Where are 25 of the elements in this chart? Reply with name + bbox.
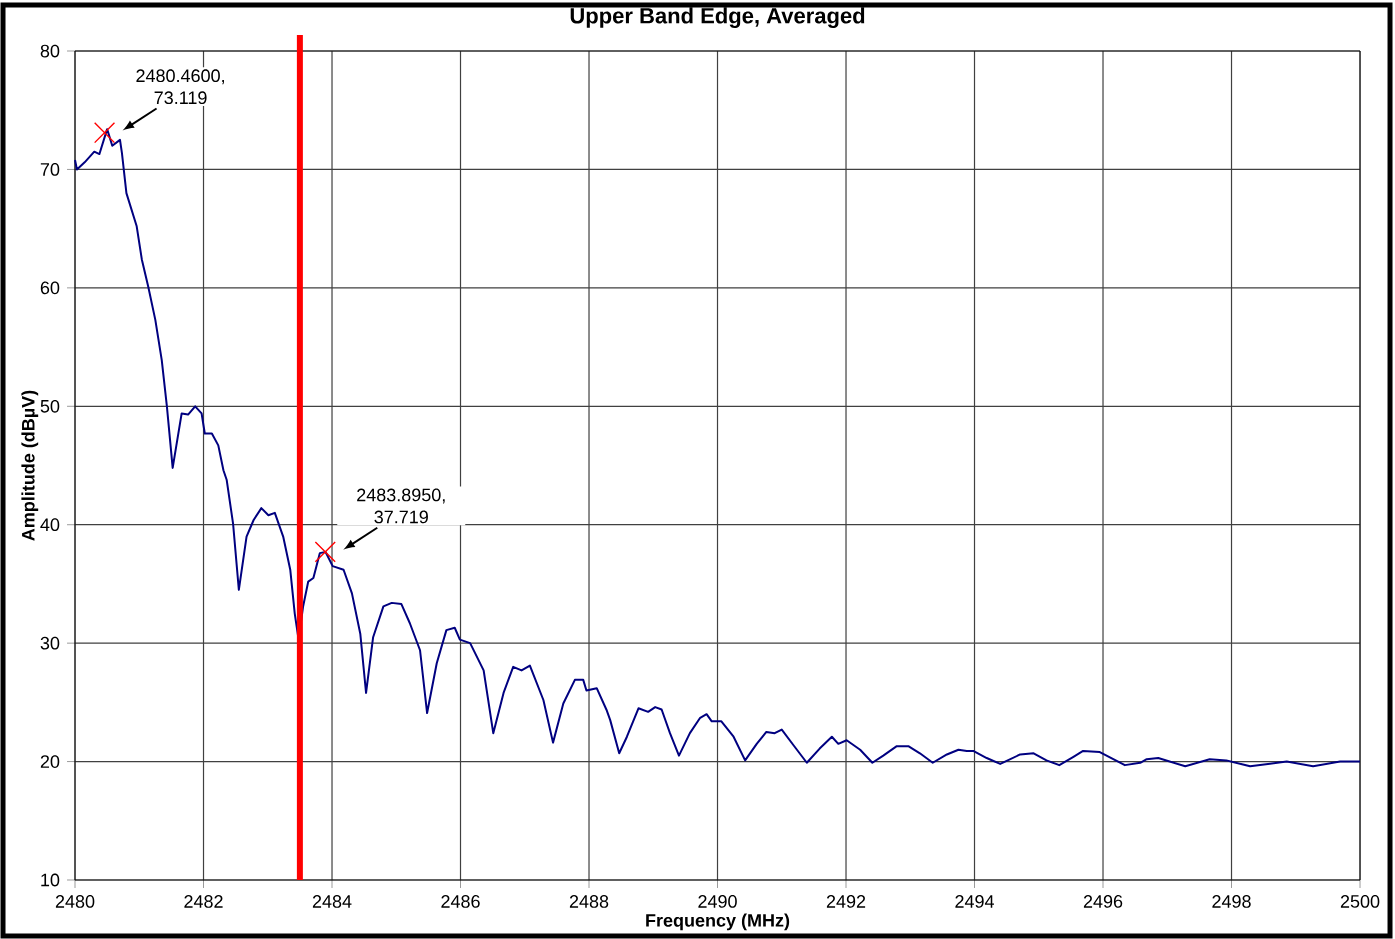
x-tick-label: 2496 — [1083, 895, 1123, 908]
x-tick-label: 2488 — [569, 895, 609, 908]
y-tick-label: 60 — [40, 281, 60, 295]
line-series — [74, 128, 1362, 768]
y-tick-label: 20 — [40, 755, 60, 768]
y-tick-label: 50 — [40, 399, 60, 413]
y-tick-label: 10 — [41, 873, 60, 887]
x-tick-label: 2486 — [441, 895, 480, 908]
x-tick-label: 2492 — [826, 895, 866, 908]
x-tick-label: 2498 — [1212, 895, 1251, 908]
y-tick-label: 80 — [40, 44, 60, 58]
x-tick-label: 2480 — [55, 895, 95, 908]
x-tick-label: 2484 — [312, 895, 352, 908]
x-tick-label: 2494 — [955, 895, 994, 908]
y-tick-label: 70 — [40, 163, 60, 176]
y-tick-label: 40 — [40, 518, 60, 532]
y-axis-title: Amplitude (dBµV) — [21, 390, 39, 541]
chart-title: Upper Band Edge, Averaged — [570, 7, 865, 28]
x-axis-title: Frequency (MHz) — [646, 913, 790, 931]
y-tick-label: 30 — [40, 636, 60, 650]
x-tick-label: 2490 — [698, 895, 737, 908]
annotation: 2480.4600, 73.119 — [136, 69, 224, 105]
x-tick-label: 2500 — [1340, 895, 1380, 908]
x-tick-label: 2482 — [184, 895, 223, 908]
annotation: 2483.8950, 37.719 — [357, 488, 445, 524]
